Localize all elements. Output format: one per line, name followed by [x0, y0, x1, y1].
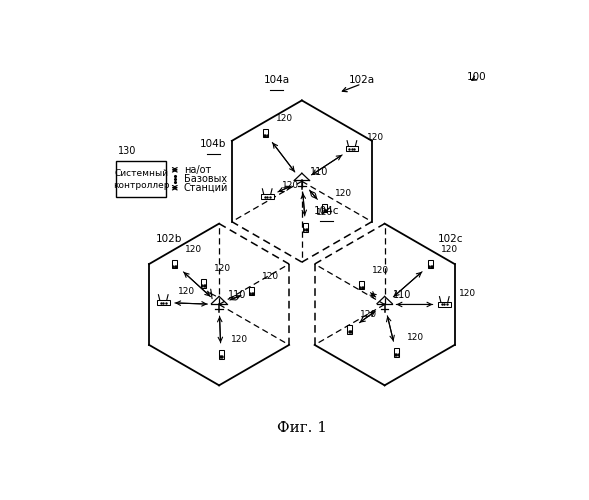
Text: 120: 120 — [441, 244, 458, 254]
Bar — [261, 194, 273, 200]
Text: 120: 120 — [282, 180, 299, 190]
Text: 104a: 104a — [264, 75, 290, 85]
Bar — [173, 260, 177, 268]
Text: 110: 110 — [393, 290, 412, 300]
Bar — [219, 350, 223, 359]
Bar — [157, 300, 170, 306]
Text: 120: 120 — [214, 264, 231, 273]
Text: на/от: на/от — [184, 165, 211, 175]
Text: 102a: 102a — [349, 75, 375, 85]
Bar — [201, 279, 206, 287]
Text: 120: 120 — [231, 335, 249, 344]
Bar — [348, 326, 352, 334]
Bar — [322, 204, 327, 212]
Bar — [438, 302, 451, 307]
Text: 120: 120 — [335, 189, 352, 198]
Text: 120: 120 — [366, 132, 383, 141]
Bar — [249, 287, 254, 295]
Text: 104b: 104b — [200, 138, 227, 148]
Text: 102c: 102c — [438, 234, 463, 244]
Bar — [303, 223, 308, 232]
Bar — [263, 129, 268, 138]
Text: 120: 120 — [178, 286, 195, 296]
Text: 110: 110 — [310, 166, 329, 176]
Bar — [393, 348, 399, 357]
Text: Базовых: Базовых — [184, 174, 227, 184]
Text: 120: 120 — [360, 310, 378, 319]
Text: контроллер: контроллер — [113, 182, 170, 190]
Text: 120: 120 — [316, 208, 333, 217]
Text: 102b: 102b — [156, 234, 182, 244]
Text: 120: 120 — [406, 333, 423, 342]
Text: 120: 120 — [262, 272, 279, 280]
Text: 100: 100 — [467, 72, 487, 83]
Text: Станций: Станций — [184, 182, 228, 192]
Text: 110: 110 — [227, 290, 246, 300]
Bar — [346, 146, 358, 152]
Text: 120: 120 — [276, 114, 293, 123]
FancyBboxPatch shape — [116, 161, 166, 196]
Text: 130: 130 — [118, 146, 137, 156]
Text: Системный: Системный — [114, 169, 168, 178]
Text: Фиг. 1: Фиг. 1 — [277, 422, 327, 436]
Text: 120: 120 — [372, 266, 389, 275]
Bar — [428, 260, 434, 268]
Bar — [359, 281, 364, 289]
Text: 104c: 104c — [314, 206, 340, 216]
Text: 120: 120 — [459, 288, 476, 298]
Text: 120: 120 — [185, 244, 203, 254]
